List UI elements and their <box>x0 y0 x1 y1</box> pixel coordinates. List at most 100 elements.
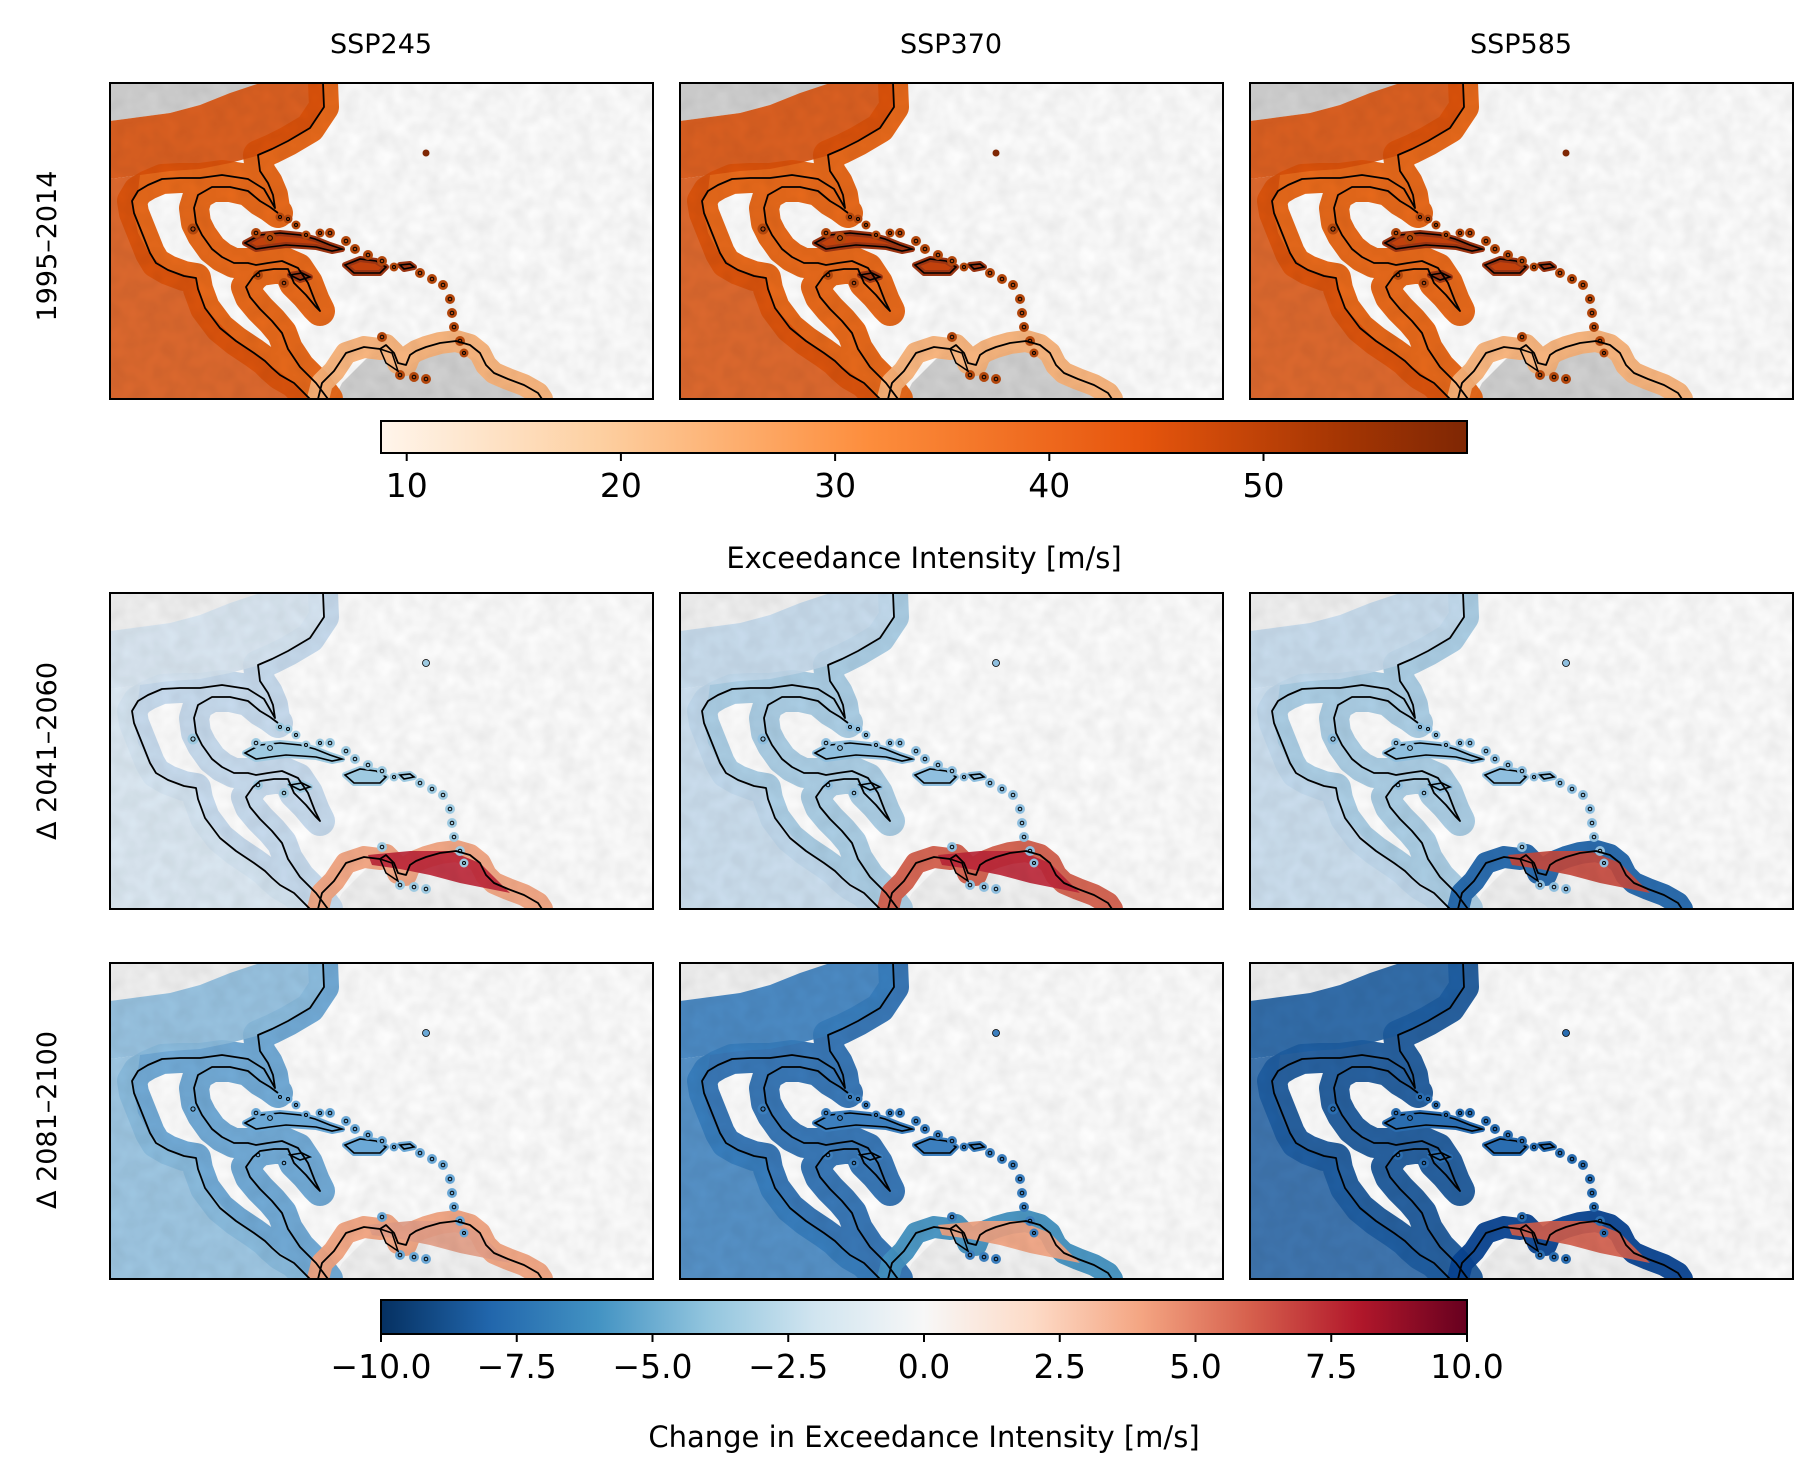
map-panel-r2c1 <box>679 962 1224 1280</box>
island-dot <box>1393 1150 1403 1160</box>
island-dot <box>251 738 261 748</box>
island-dot <box>1599 858 1609 868</box>
island-dot-coast <box>999 276 1005 282</box>
island-dot-coast <box>1569 786 1575 792</box>
island-dot-coast <box>1569 1156 1575 1162</box>
island-dot-coast <box>922 1126 928 1132</box>
bermuda-dot <box>1562 149 1570 157</box>
island-dot <box>1415 722 1425 732</box>
island-coastline <box>1538 1143 1556 1150</box>
island-dot-coast <box>1602 861 1606 865</box>
island-dot <box>445 294 455 304</box>
island-dot-coast <box>1393 1110 1399 1116</box>
map-panel-r1c0 <box>109 592 654 910</box>
island-dot-coast <box>449 310 455 316</box>
island-dot <box>377 842 387 852</box>
island-dot <box>1599 1228 1609 1238</box>
bottom-tick-label: 2.5 <box>1034 1347 1086 1386</box>
island-dot-coast <box>392 1145 396 1149</box>
island-dot <box>821 1108 831 1118</box>
island-dot <box>1589 322 1599 332</box>
island-dot <box>377 766 387 776</box>
island-dot-coast <box>1589 310 1595 316</box>
island-coastline <box>343 258 388 274</box>
island-dot <box>377 332 387 342</box>
island-dot <box>959 772 969 782</box>
lake-maracaibo <box>948 347 970 373</box>
map-panel-r2c2 <box>1249 962 1794 1280</box>
bermuda-dot <box>1562 659 1570 667</box>
lake-maracaibo <box>378 1227 400 1253</box>
island-dot <box>1423 1094 1433 1104</box>
island-dot-coast <box>935 1132 941 1138</box>
island-dot <box>1549 372 1559 382</box>
island-dot-coast <box>987 270 993 276</box>
island-dot-coast <box>417 270 423 276</box>
island-dot-coast <box>760 1106 766 1112</box>
island-dot <box>283 214 293 224</box>
island-dot <box>445 804 455 814</box>
colorbar-change-ticks: −10.0 −7.5 −5.0 −2.5 0.0 2.5 5.0 7.5 10.0 <box>330 1334 1504 1386</box>
island-dot-coast <box>462 861 466 865</box>
top-tick-label: 30 <box>814 466 856 505</box>
island-dot-coast <box>760 226 766 232</box>
island-dot-coast <box>874 743 878 747</box>
island-dot-coast <box>1330 736 1336 742</box>
island-dot <box>377 256 387 266</box>
island-coastline <box>857 272 883 281</box>
island-dot <box>1015 804 1025 814</box>
island-dot-coast <box>1010 792 1016 798</box>
island-dot <box>1585 294 1595 304</box>
island-coastline <box>343 768 388 784</box>
island-dot <box>1578 790 1588 800</box>
island-dot-coast <box>981 1254 987 1260</box>
island-dot-coast <box>1519 334 1525 340</box>
island-dot-coast <box>913 1118 919 1124</box>
panel-frame <box>1249 962 1794 1280</box>
island-coastline <box>1483 768 1528 784</box>
island-dot-coast <box>935 762 941 768</box>
island-dot-coast <box>1021 1204 1027 1210</box>
island-dot <box>445 1174 455 1184</box>
island-dot-coast <box>397 882 403 888</box>
island-dot <box>1549 1252 1559 1262</box>
island-dot-coast <box>1444 233 1448 237</box>
column-title-ssp370: SSP370 <box>900 29 1002 60</box>
island-coastline <box>1383 742 1486 762</box>
island-dot <box>933 1130 943 1140</box>
island-dot-coast <box>365 252 371 258</box>
island-dot <box>415 778 425 788</box>
island-dot-coast <box>993 376 999 382</box>
island-dot-coast <box>962 1145 966 1149</box>
colorbar-change: −10.0 −7.5 −5.0 −2.5 0.0 2.5 5.0 7.5 10.0 Change… <box>330 1299 1504 1454</box>
island-dot <box>1029 348 1039 358</box>
island-dot <box>985 268 995 278</box>
colorbar-exceedance-ticks: 10 20 30 40 50 <box>386 453 1285 505</box>
island-dot <box>1465 1108 1475 1118</box>
bermuda-dot <box>992 659 1000 667</box>
bottom-tick-label: −7.5 <box>477 1347 557 1386</box>
bermuda-dot <box>422 149 430 157</box>
island-dot <box>1555 268 1565 278</box>
colorbar-change-bar <box>380 1299 1468 1335</box>
island-dot <box>871 230 881 240</box>
island-dot <box>1404 1112 1416 1124</box>
island-dot-coast <box>379 258 385 264</box>
island-dot-coast <box>1434 733 1438 737</box>
island-dot-coast <box>318 231 322 235</box>
island-dot <box>363 250 373 260</box>
island-dot <box>911 746 921 756</box>
island-dot <box>447 818 457 828</box>
colorbar-change-label: Change in Exceedance Intensity [m/s] <box>648 1420 1199 1454</box>
island-dot-coast <box>429 786 435 792</box>
island-dot <box>459 1228 469 1238</box>
island-dot-coast <box>1519 258 1525 264</box>
island-dot-coast <box>286 727 290 731</box>
island-dot <box>251 228 261 238</box>
island-dot <box>985 778 995 788</box>
island-dot-coast <box>1467 740 1473 746</box>
island-dot <box>1419 788 1429 798</box>
island-dot-coast <box>451 324 457 330</box>
island-dot-coast <box>897 230 903 236</box>
